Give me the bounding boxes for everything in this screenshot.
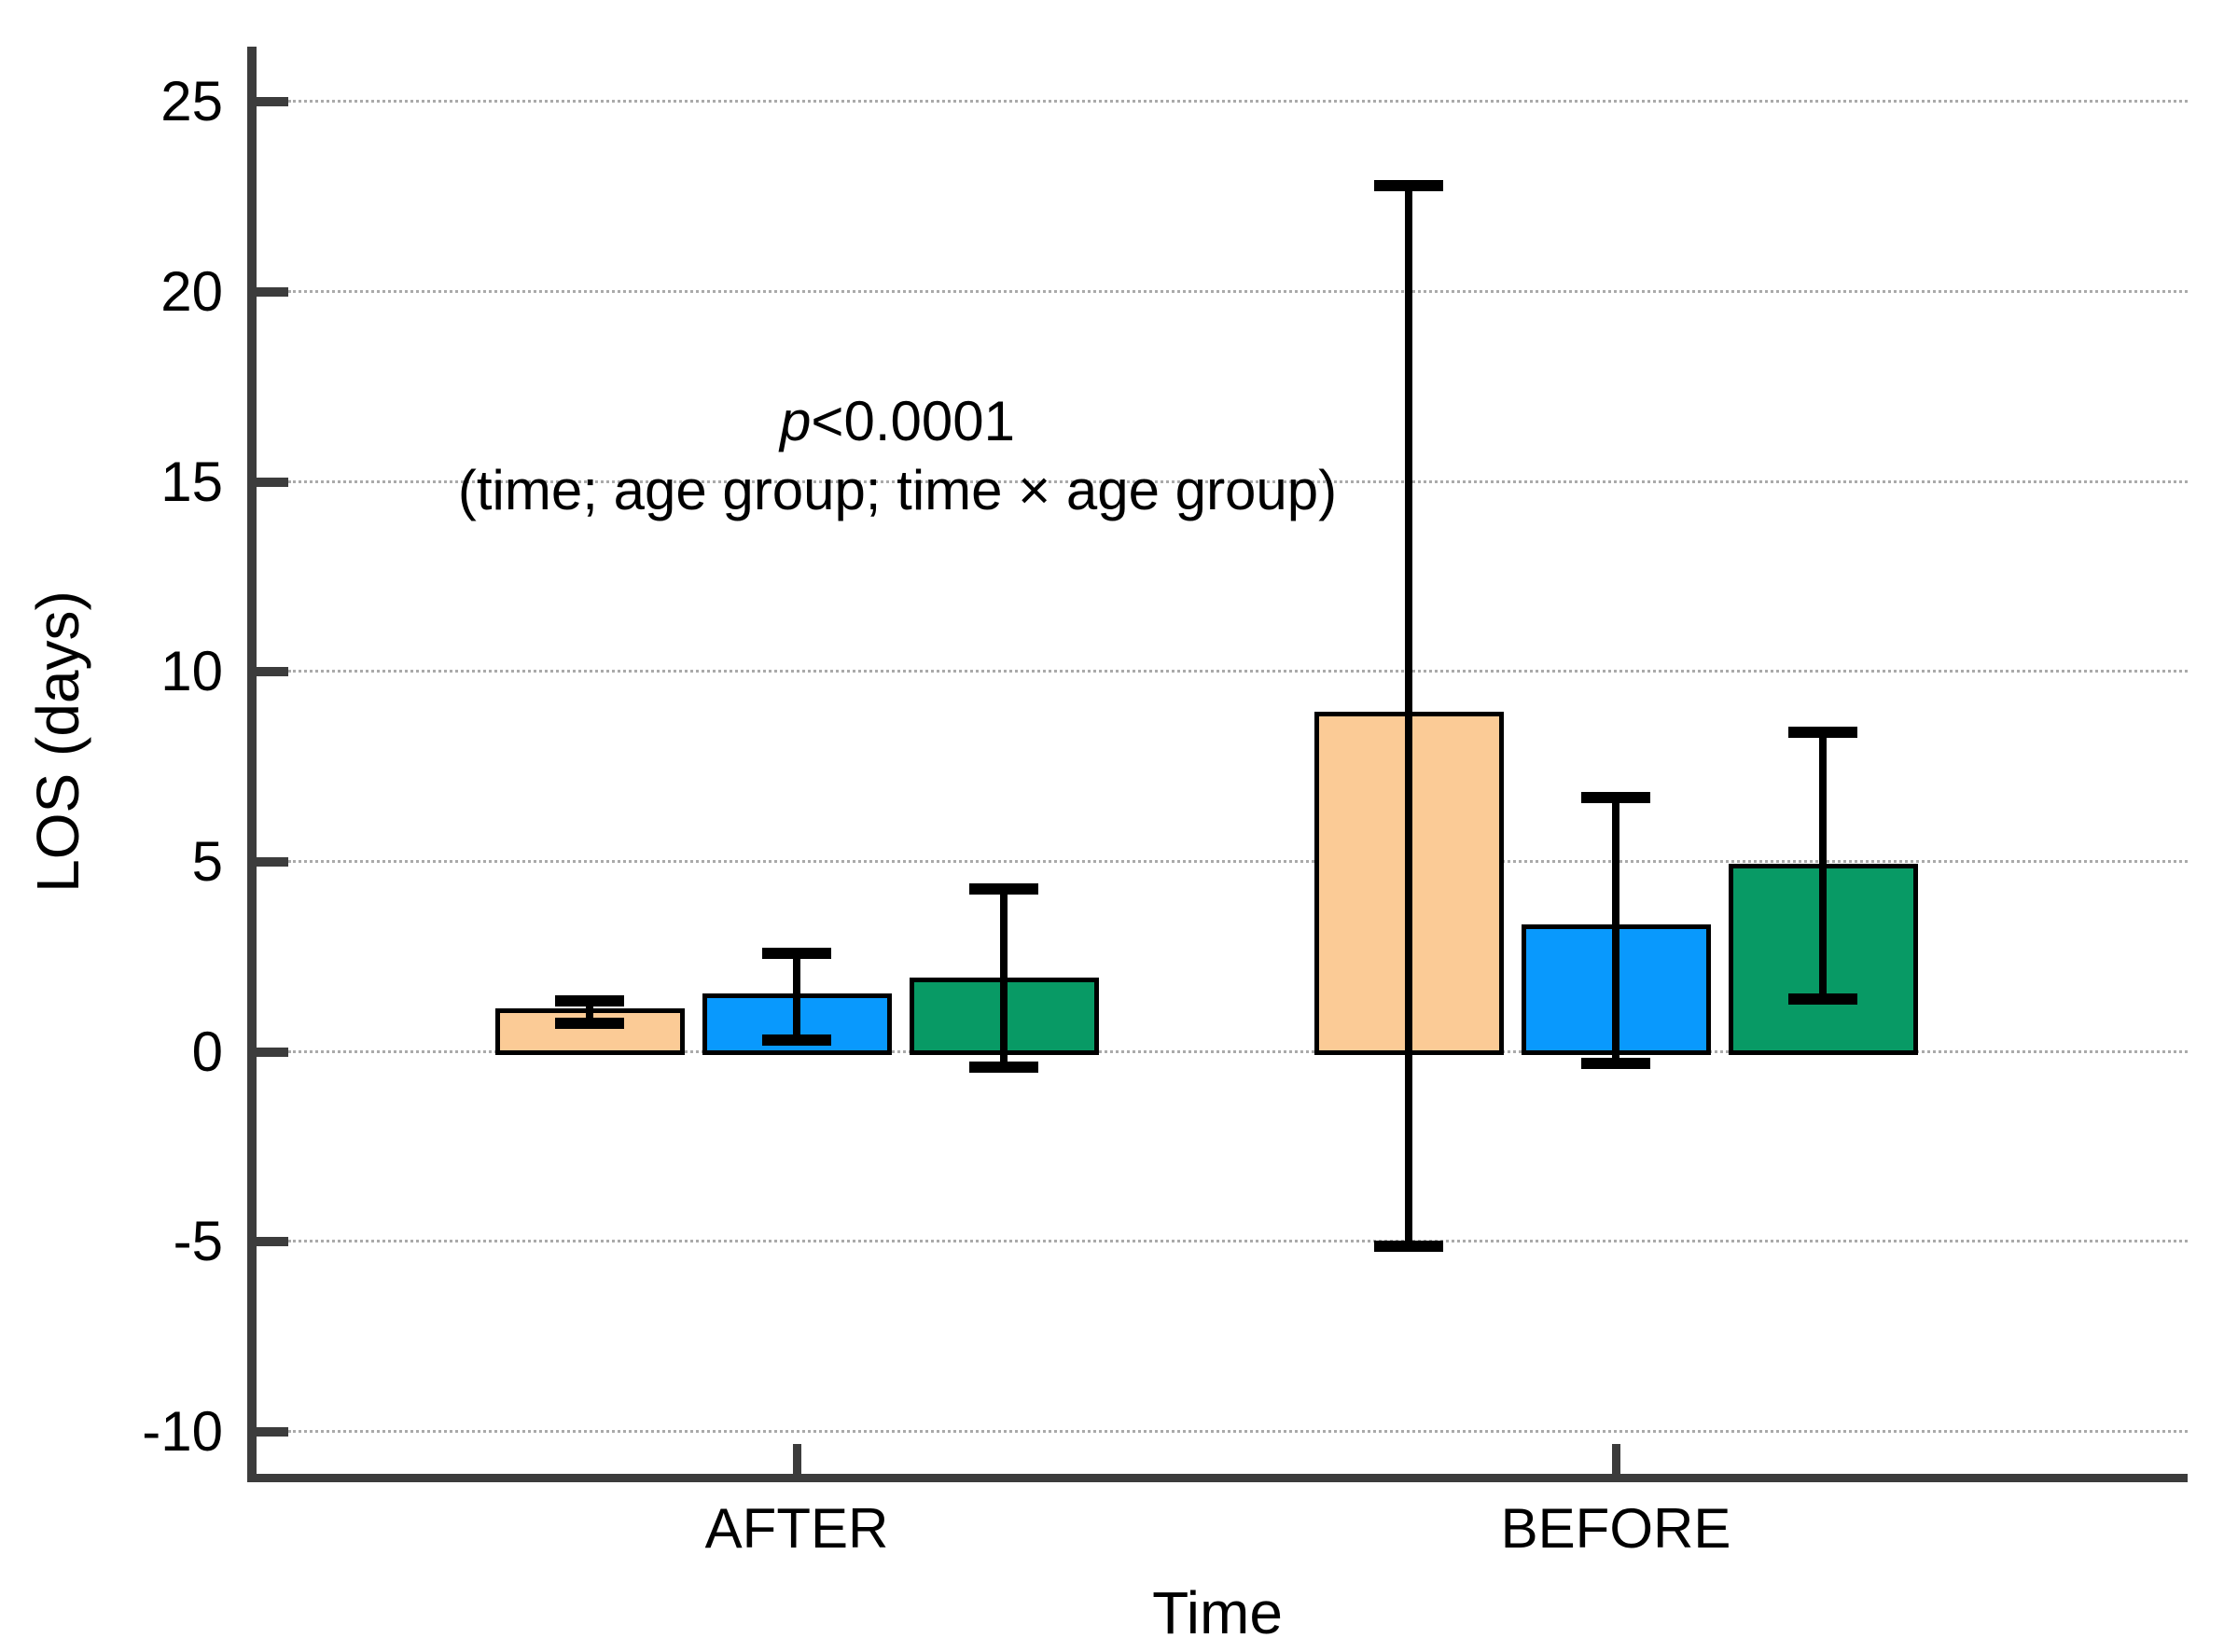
y-gridline	[288, 859, 2188, 863]
y-tick-label: 20	[160, 259, 223, 323]
y-tick-label: 0	[191, 1020, 223, 1083]
x-category-label-after: AFTER	[704, 1497, 889, 1560]
y-gridline	[288, 1240, 2188, 1243]
y-gridline	[288, 1430, 2188, 1434]
error-bar-line	[1000, 888, 1008, 1068]
y-tick-label: 5	[191, 829, 223, 893]
p-value-annotation: p<0.0001 (time; age group; time × age gr…	[458, 387, 1337, 525]
y-gridline	[288, 289, 2188, 293]
error-bar-line	[1612, 797, 1619, 1063]
y-tick-label: -5	[173, 1210, 223, 1273]
y-tick-mark	[247, 856, 288, 867]
y-tick-label: 10	[160, 640, 223, 703]
error-bar-cap-top	[762, 947, 831, 959]
y-gridline	[288, 479, 2188, 483]
x-axis-line	[247, 1474, 2188, 1482]
y-gridline	[288, 100, 2188, 104]
y-tick-mark	[247, 1427, 288, 1437]
p-symbol: p	[780, 390, 812, 452]
error-bar-cap-bottom	[969, 1062, 1038, 1074]
x-tick-mark	[793, 1444, 801, 1474]
error-bar-line	[793, 952, 800, 1041]
error-bar-cap-bottom	[1581, 1057, 1650, 1069]
y-tick-label: -10	[142, 1400, 223, 1464]
p-value-line: p<0.0001	[458, 387, 1337, 456]
error-bar-cap-top	[1581, 791, 1650, 803]
y-gridline	[288, 1049, 2188, 1053]
p-value-factors: (time; age group; time × age group)	[457, 459, 1338, 521]
error-bar-cap-bottom	[762, 1034, 831, 1047]
error-bar-cap-bottom	[1374, 1240, 1443, 1252]
y-tick-mark	[247, 477, 288, 487]
error-bar-cap-top	[969, 882, 1038, 895]
y-axis-line	[247, 47, 257, 1482]
y-tick-label: 25	[160, 70, 223, 133]
error-bar-cap-bottom	[555, 1018, 624, 1030]
p-value-text: <0.0001	[811, 390, 1015, 452]
error-bar-line	[1405, 185, 1412, 1246]
y-gridline	[288, 670, 2188, 673]
y-tick-label: 15	[160, 450, 223, 513]
y-tick-mark	[247, 97, 288, 107]
error-bar-line	[586, 1000, 593, 1024]
error-bar-cap-top	[1788, 727, 1857, 739]
y-tick-mark	[247, 667, 288, 677]
y-tick-mark	[247, 1047, 288, 1057]
error-bar-cap-top	[555, 994, 624, 1006]
x-tick-mark	[1612, 1444, 1620, 1474]
x-category-label-before: BEFORE	[1500, 1497, 1731, 1560]
y-tick-mark	[247, 286, 288, 297]
error-bar-cap-bottom	[1788, 993, 1857, 1005]
error-bar-cap-top	[1374, 179, 1443, 191]
y-axis-title: LOS (days)	[24, 590, 91, 893]
y-tick-mark	[247, 1237, 288, 1247]
error-bar-line	[1819, 732, 1827, 999]
x-axis-title: Time	[1152, 1579, 1283, 1646]
